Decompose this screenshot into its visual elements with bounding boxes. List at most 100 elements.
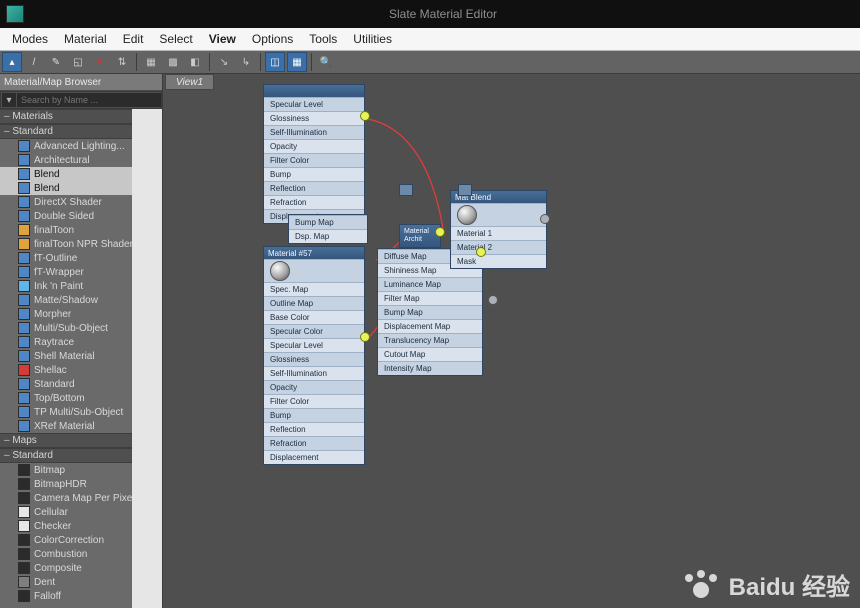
menu-edit[interactable]: Edit <box>115 32 152 46</box>
browser-tree[interactable]: MaterialsStandardAdvanced Lighting...Arc… <box>0 109 132 608</box>
menu-view[interactable]: View <box>201 32 244 46</box>
tree-group-standard[interactable]: Standard <box>0 124 132 139</box>
node-slot[interactable]: Self-Illumination <box>264 366 364 380</box>
select-arrow-button[interactable]: ▴ <box>2 52 22 72</box>
node-slot[interactable]: Bump <box>264 408 364 422</box>
show-map-button[interactable]: ▩ <box>163 52 183 72</box>
node-slot[interactable]: Dsp. Map <box>289 229 367 243</box>
tree-item[interactable]: finalToon <box>0 223 132 237</box>
tree-item[interactable]: Blend <box>0 181 132 195</box>
node-slot[interactable]: Glossiness <box>264 111 364 125</box>
tree-item[interactable]: Matte/Shadow <box>0 293 132 307</box>
node-title[interactable]: Material #57 <box>264 247 364 259</box>
tree-item[interactable]: Checker <box>0 519 132 533</box>
node-archMini[interactable]: Bump MapDsp. Map <box>288 214 368 244</box>
node-slot[interactable]: Base Color <box>264 310 364 324</box>
tree-item[interactable]: DirectX Shader <box>0 195 132 209</box>
node-port[interactable] <box>360 332 370 342</box>
node-slot[interactable]: Translucency Map <box>378 333 482 347</box>
node-slot[interactable]: Self-Illumination <box>264 125 364 139</box>
tree-item[interactable]: Architectural <box>0 153 132 167</box>
menu-select[interactable]: Select <box>151 32 200 46</box>
node-slot[interactable]: Reflection <box>264 422 364 436</box>
node-matA[interactable]: Specular LevelGlossinessSelf-Illuminatio… <box>263 84 365 224</box>
node-port[interactable] <box>476 247 486 257</box>
tree-item[interactable]: Multi/Sub-Object <box>0 321 132 335</box>
move-children-button[interactable]: ⇅ <box>112 52 132 72</box>
tree-item[interactable]: Bitmap <box>0 463 132 477</box>
node-port[interactable] <box>540 214 550 224</box>
node-collapse-icon[interactable] <box>458 184 472 196</box>
node-title[interactable]: Material Archit <box>400 225 440 247</box>
mat-editor-button[interactable]: ◫ <box>265 52 285 72</box>
node-slot[interactable]: Specular Color <box>264 324 364 338</box>
node-arch[interactable]: Material Archit <box>399 224 441 248</box>
search-toggle-icon[interactable]: ▾ <box>2 93 16 107</box>
search-input[interactable] <box>17 93 161 107</box>
tree-item[interactable]: Composite <box>0 561 132 575</box>
tree-item[interactable]: Standard <box>0 377 132 391</box>
tree-item[interactable]: Morpher <box>0 307 132 321</box>
node-port[interactable] <box>360 111 370 121</box>
node-slot[interactable]: Intensity Map <box>378 361 482 375</box>
tree-item[interactable]: Cellular <box>0 505 132 519</box>
node-slot[interactable]: Reflection <box>264 181 364 195</box>
layout-all-button[interactable]: ↘ <box>214 52 234 72</box>
node-slot[interactable]: Displacement <box>264 450 364 464</box>
tree-item[interactable]: fT-Wrapper <box>0 265 132 279</box>
tree-group-maps[interactable]: Maps <box>0 433 132 448</box>
pick-material-button[interactable]: / <box>24 52 44 72</box>
node-collapse-icon[interactable] <box>399 184 413 196</box>
node-slot[interactable]: Bump Map <box>378 305 482 319</box>
menu-tools[interactable]: Tools <box>301 32 345 46</box>
node-slot[interactable]: Luminance Map <box>378 277 482 291</box>
tree-item[interactable]: Shellac <box>0 363 132 377</box>
node-slot[interactable]: Filter Color <box>264 153 364 167</box>
node-slot[interactable]: Mask <box>451 254 546 268</box>
node-slot[interactable]: Filter Map <box>378 291 482 305</box>
node-slot[interactable]: Opacity <box>264 139 364 153</box>
node-slot[interactable]: Refraction <box>264 195 364 209</box>
search-button[interactable]: 🔍 <box>316 52 336 72</box>
tree-item[interactable]: Falloff <box>0 589 132 603</box>
tree-item[interactable]: XRef Material <box>0 419 132 433</box>
tree-item[interactable]: Double Sided <box>0 209 132 223</box>
node-slot[interactable]: Outline Map <box>264 296 364 310</box>
node-title[interactable] <box>264 85 364 97</box>
node-slot[interactable]: Bump <box>264 167 364 181</box>
eyedropper-button[interactable]: ✎ <box>46 52 66 72</box>
menu-utilities[interactable]: Utilities <box>345 32 400 46</box>
menu-material[interactable]: Material <box>56 32 115 46</box>
menu-options[interactable]: Options <box>244 32 301 46</box>
assign-button[interactable]: ◱ <box>68 52 88 72</box>
tree-group-materials[interactable]: Materials <box>0 109 132 124</box>
tree-group-standard[interactable]: Standard <box>0 448 132 463</box>
node-slot[interactable]: Specular Level <box>264 338 364 352</box>
tree-item[interactable]: Advanced Lighting... <box>0 139 132 153</box>
tree-item[interactable]: TP Multi/Sub-Object <box>0 405 132 419</box>
tree-item[interactable]: ColorCorrection <box>0 533 132 547</box>
node-slot[interactable]: Material 2 <box>451 240 546 254</box>
node-slot[interactable]: Spec. Map <box>264 282 364 296</box>
node-slot[interactable]: Bump Map <box>289 215 367 229</box>
tree-item[interactable]: BitmapHDR <box>0 477 132 491</box>
node-slot[interactable]: Displacement Map <box>378 319 482 333</box>
tree-item[interactable]: Blend <box>0 167 132 181</box>
node-slot[interactable]: Specular Level <box>264 97 364 111</box>
layout-children-button[interactable]: ↳ <box>236 52 256 72</box>
tree-item[interactable]: Dent <box>0 575 132 589</box>
node-slot[interactable]: Refraction <box>264 436 364 450</box>
param-editor-button[interactable]: ▦ <box>287 52 307 72</box>
node-slot[interactable]: Opacity <box>264 380 364 394</box>
tree-item[interactable]: Raytrace <box>0 335 132 349</box>
tree-item[interactable]: fT-Outline <box>0 251 132 265</box>
delete-button[interactable]: ✕ <box>90 52 110 72</box>
tree-item[interactable]: finalToon NPR Shader <box>0 237 132 251</box>
tree-item[interactable]: Top/Bottom <box>0 391 132 405</box>
show-bg-button[interactable]: ◧ <box>185 52 205 72</box>
node-port[interactable] <box>435 227 445 237</box>
tree-item[interactable]: Camera Map Per Pixel <box>0 491 132 505</box>
tree-item[interactable]: Shell Material <box>0 349 132 363</box>
node-slot[interactable]: Filter Color <box>264 394 364 408</box>
node-canvas[interactable]: View1 Specular LevelGlossinessSelf-Illum… <box>163 74 860 608</box>
